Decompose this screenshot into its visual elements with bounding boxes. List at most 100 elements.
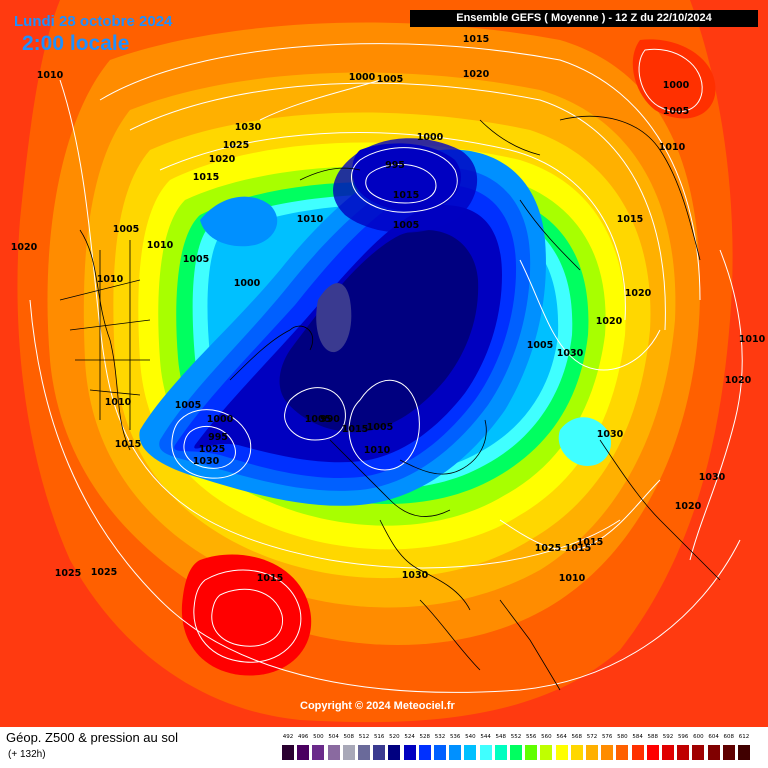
scale-tick-label: 588 bbox=[647, 734, 659, 740]
isobar-pressure-label: 1010 bbox=[739, 334, 766, 345]
scale-tick-label: 600 bbox=[693, 734, 704, 740]
scale-tick-label: 544 bbox=[480, 734, 491, 740]
isobar-pressure-label: 1020 bbox=[463, 69, 490, 80]
scale-tick-label: 524 bbox=[404, 734, 415, 740]
scale-color-swatch bbox=[312, 745, 325, 760]
isobar-pressure-label: 1015 bbox=[257, 573, 283, 584]
isobar-pressure-label: 1030 bbox=[557, 348, 584, 359]
scale-tick-label: 520 bbox=[389, 734, 400, 740]
weather-map: 1015 1020 1010 1000 1005 1000 1005 1030 1025 1020… bbox=[0, 0, 768, 727]
scale-tick-label: 556 bbox=[525, 734, 537, 740]
isobar-pressure-label: 1005 bbox=[183, 254, 209, 265]
isobar-pressure-label: 1025 bbox=[199, 444, 225, 455]
scale-color-swatch bbox=[677, 745, 690, 760]
isobar-pressure-label: 1025 bbox=[535, 543, 561, 554]
isobar-pressure-label: 1015 bbox=[193, 172, 219, 183]
scale-color-swatch bbox=[510, 745, 522, 760]
isobar-pressure-label: 1025 bbox=[55, 568, 81, 579]
isobar-pressure-label: 1015 bbox=[463, 34, 489, 45]
isobar-pressure-label: 1015 bbox=[393, 190, 419, 201]
scale-color-swatch bbox=[631, 745, 644, 760]
color-scale-legend: 492 496 500 504 508 512 516 520 524 528 532 536 540 5… bbox=[282, 732, 756, 764]
scale-color-swatch bbox=[738, 745, 750, 760]
isobar-pressure-label: 1005 bbox=[113, 224, 139, 235]
scale-color-swatch bbox=[434, 745, 446, 760]
forecast-local-time: 2:00 locale bbox=[22, 32, 130, 55]
isobar-pressure-label: 1025 bbox=[223, 140, 249, 151]
scale-tick-label: 512 bbox=[358, 734, 370, 740]
isobar-pressure-label: 1010 bbox=[364, 445, 391, 456]
scale-color-swatch bbox=[388, 745, 401, 760]
scale-tick-label: 532 bbox=[434, 734, 446, 740]
scale-tick-label: 500 bbox=[313, 734, 324, 740]
isobar-pressure-label: 1015 bbox=[617, 214, 643, 225]
isobar-pressure-label: 1000 bbox=[349, 72, 376, 83]
scale-tick-label: 528 bbox=[419, 734, 431, 740]
isobar-pressure-label: 1010 bbox=[659, 142, 686, 153]
isobar-pressure-label: 1020 bbox=[11, 242, 38, 253]
scale-color-swatch bbox=[403, 745, 416, 760]
scale-tick-label: 612 bbox=[738, 734, 750, 740]
scale-tick-label: 572 bbox=[586, 734, 598, 740]
isobar-pressure-label: 1010 bbox=[37, 70, 64, 81]
scale-tick-label: 540 bbox=[465, 734, 476, 740]
isobar-pressure-label: 1005 bbox=[393, 220, 419, 231]
scale-color-swatch bbox=[722, 745, 735, 760]
scale-color-swatch bbox=[586, 745, 598, 760]
scale-tick-label: 596 bbox=[677, 734, 689, 740]
isobar-pressure-label: 1015 bbox=[115, 439, 141, 450]
isobar-pressure-label: 1020 bbox=[625, 288, 652, 299]
isobar-pressure-label: 1010 bbox=[97, 274, 124, 285]
isobar-pressure-label: 1010 bbox=[559, 573, 586, 584]
isobar-pressure-label: 1005 bbox=[367, 422, 393, 433]
scale-tick-label: 576 bbox=[601, 734, 613, 740]
isobar-pressure-label: 1000 bbox=[207, 414, 234, 425]
isobar-pressure-label: 1015 bbox=[565, 543, 591, 554]
scale-tick-label: 552 bbox=[510, 734, 522, 740]
scale-color-swatch bbox=[707, 745, 720, 760]
isobar-pressure-label: 1000 bbox=[234, 278, 261, 289]
scale-tick-label: 580 bbox=[617, 734, 628, 740]
scale-tick-label: 592 bbox=[662, 734, 674, 740]
scale-color-swatch bbox=[418, 745, 431, 760]
scale-tick-label: 496 bbox=[297, 734, 309, 740]
scale-color-swatch bbox=[692, 745, 705, 760]
isobar-pressure-label: 1015 bbox=[577, 537, 603, 548]
geopotential-field bbox=[17, 0, 733, 723]
scale-color-swatch bbox=[282, 745, 294, 760]
isobar-pressure-label: 1020 bbox=[675, 501, 702, 512]
scale-tick-label: 568 bbox=[571, 734, 583, 740]
isobar-pressure-label: 1020 bbox=[596, 316, 623, 327]
model-run-banner: Ensemble GEFS ( Moyenne ) - 12 Z du 22/1… bbox=[410, 10, 758, 27]
scale-color-swatch bbox=[555, 745, 568, 760]
scale-color-swatch bbox=[342, 745, 355, 760]
isobar-pressure-label: 1005 bbox=[377, 74, 403, 85]
coastlines bbox=[59, 115, 721, 691]
scale-color-swatch bbox=[540, 745, 553, 760]
isobar-pressure-label: 1010 bbox=[105, 397, 132, 408]
scale-tick-label: 536 bbox=[449, 734, 461, 740]
isobar-pressure-label: 995 bbox=[208, 432, 228, 443]
isobar-pressure-label: 1005 bbox=[305, 414, 331, 425]
isobar-pressure-label: 1030 bbox=[402, 570, 429, 581]
scale-color-swatch bbox=[373, 745, 386, 760]
isobar-pressure-label: 1005 bbox=[527, 340, 553, 351]
scale-color-swatch bbox=[570, 745, 583, 760]
isobar-pressure-label: 990 bbox=[320, 414, 340, 425]
scale-tick-label: 492 bbox=[282, 734, 294, 740]
scale-color-swatch bbox=[601, 745, 614, 760]
isobar-pressure-label: 1030 bbox=[235, 122, 262, 133]
scale-tick-label: 504 bbox=[328, 734, 339, 740]
scale-color-swatch bbox=[464, 745, 477, 760]
scale-color-swatch bbox=[616, 745, 629, 760]
scale-tick-label: 564 bbox=[556, 734, 567, 740]
scale-color-swatch bbox=[494, 745, 507, 760]
scale-color-swatch bbox=[646, 745, 659, 760]
scale-color-swatch bbox=[449, 745, 462, 760]
isobar-pressure-label: 1015 bbox=[342, 424, 368, 435]
copyright-notice: Copyright © 2024 Meteociel.fr bbox=[300, 700, 455, 712]
scale-tick-label: 508 bbox=[343, 734, 355, 740]
isobars bbox=[29, 43, 743, 693]
scale-tick-label: 584 bbox=[632, 734, 643, 740]
